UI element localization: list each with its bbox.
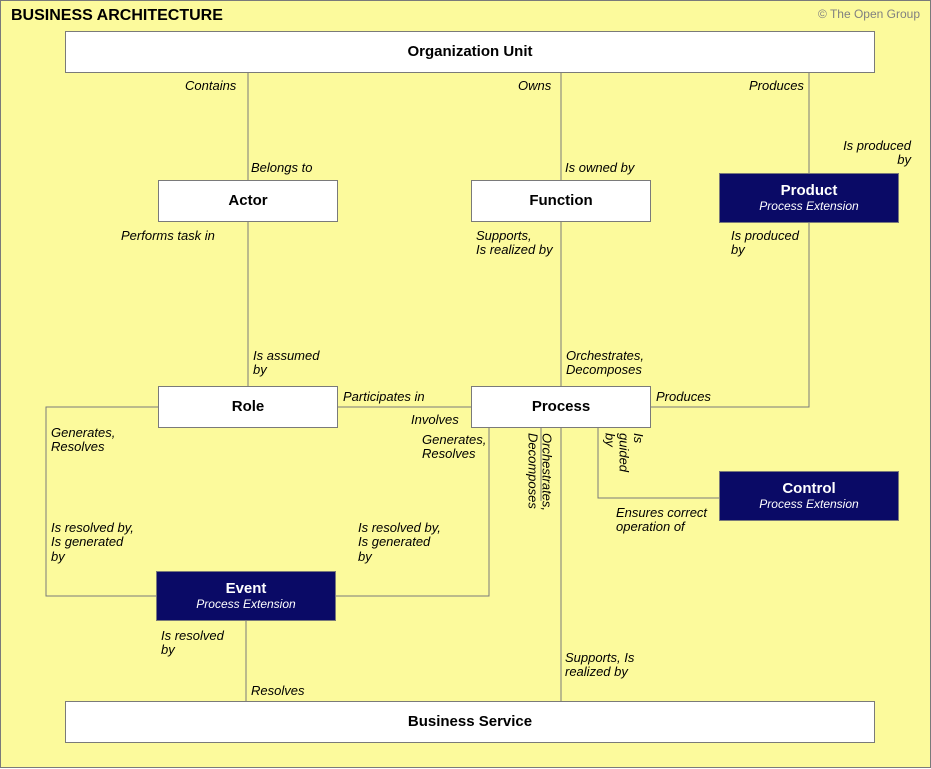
node-product-subtitle: Process Extension: [759, 200, 858, 214]
node-event: EventProcess Extension: [156, 571, 336, 621]
edge-actor-role-label-1: Is assumed by: [253, 349, 319, 378]
node-role: Role: [158, 386, 338, 428]
diagram-title: BUSINESS ARCHITECTURE: [11, 7, 223, 25]
edges-layer: [1, 1, 931, 769]
edge-orgunit-function-label-0: Owns: [518, 79, 551, 93]
node-actor-label: Actor: [228, 192, 267, 209]
node-role-label: Role: [232, 398, 265, 415]
node-product: ProductProcess Extension: [719, 173, 899, 223]
node-org-unit: Organization Unit: [65, 31, 875, 73]
node-actor: Actor: [158, 180, 338, 222]
edge-orgunit-product-label-1: Is produced by: [821, 139, 911, 168]
diagram-canvas: BUSINESS ARCHITECTURE © The Open Group O…: [0, 0, 931, 768]
node-control-subtitle: Process Extension: [759, 498, 858, 512]
node-control: ControlProcess Extension: [719, 471, 899, 521]
node-business-service-label: Business Service: [408, 713, 532, 730]
node-control-label: Control: [782, 480, 835, 497]
node-function-label: Function: [529, 192, 592, 209]
node-function: Function: [471, 180, 651, 222]
edge-function-process-label-1: Orchestrates, Decomposes: [566, 349, 644, 378]
node-org-unit-label: Organization Unit: [408, 43, 533, 60]
edge-role-event-left-label-1: Is resolved by, Is generated by: [51, 521, 134, 564]
edge-process-service-label-0: Supports, Is realized by: [565, 651, 634, 680]
edge-orgunit-function-label-1: Is owned by: [565, 161, 634, 175]
edge-process-control-label-1: Ensures correct operation of: [616, 506, 707, 535]
edge-orgunit-actor-label-0: Contains: [185, 79, 236, 93]
copyright: © The Open Group: [818, 7, 920, 21]
edge-process-event-label-0: Generates, Resolves: [422, 433, 486, 462]
node-product-label: Product: [781, 182, 838, 199]
node-event-subtitle: Process Extension: [196, 598, 295, 612]
edge-product-process-label-0: Is produced by: [731, 229, 799, 258]
edge-event-service-label-1: Resolves: [251, 684, 304, 698]
edge-role-process-label-1: Involves: [411, 413, 459, 427]
node-business-service: Business Service: [65, 701, 875, 743]
edge-process-event-label-1: Is resolved by, Is generated by: [358, 521, 441, 564]
edge-product-process-label-1: Produces: [656, 390, 711, 404]
edge-actor-role-label-0: Performs task in: [121, 229, 215, 243]
edge-orgunit-actor-label-1: Belongs to: [251, 161, 312, 175]
edge-orgunit-product-label-0: Produces: [749, 79, 804, 93]
edge-function-process-label-0: Supports, Is realized by: [476, 229, 553, 258]
node-process: Process: [471, 386, 651, 428]
edge-event-service-label-0: Is resolved by: [161, 629, 224, 658]
edge-role-process-label-0: Participates in: [343, 390, 425, 404]
node-process-label: Process: [532, 398, 590, 415]
node-event-label: Event: [226, 580, 267, 597]
edge-process-control-label-0: Is guided by: [602, 433, 645, 472]
edge-role-event-left-label-0: Generates, Resolves: [51, 426, 115, 455]
edge-process-self-label-0: Orchestrates, Decomposes: [525, 433, 554, 511]
